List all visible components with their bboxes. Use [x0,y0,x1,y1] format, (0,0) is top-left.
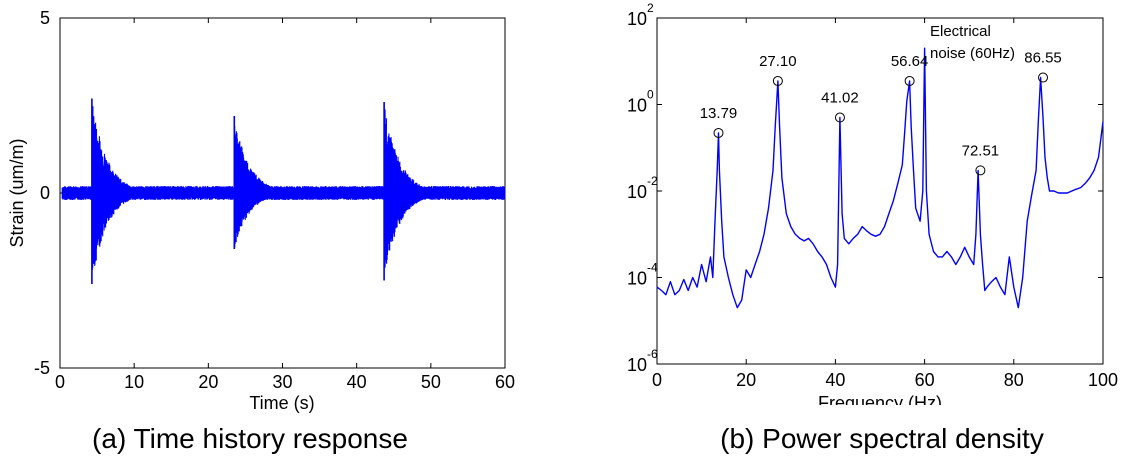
y-tick-label-a: 5 [40,8,50,28]
peak-label: 41.02 [821,90,859,107]
x-tick-label-a: 50 [421,372,441,392]
noise-annotation-line1: Electrical [930,23,991,40]
x-tick-label-a: 30 [272,372,292,392]
y-tick-exponent-b: -2 [647,174,658,188]
peak-marker [975,165,986,176]
y-tick-exponent-b: 2 [647,1,654,15]
peak-label: 27.10 [759,53,797,70]
psd-trace [656,47,1104,309]
y-tick-label-a: -5 [34,358,50,378]
x-tick-label-b: 60 [915,370,935,390]
x-tick-label-a: 20 [198,372,218,392]
x-tick-label-b: 20 [736,370,756,390]
x-tick-label-a: 40 [347,372,367,392]
x-tick-label-a: 60 [495,372,515,392]
plot-frame-b [656,17,1104,365]
x-tick-label-b: 80 [1004,370,1024,390]
y-tick-label-b: 10 [627,9,647,29]
y-tick-label-b: 10 [627,355,647,375]
caption-a: (a) Time history response [92,423,408,454]
peak-label: 72.51 [962,142,1000,159]
peak-marker [713,127,724,138]
axis-ticks-a: 0 10 20 30 40 50 60-505 [34,8,515,392]
x-tick-label-b: 0 [652,370,662,390]
peak-marker [1038,72,1049,83]
caption-b: (b) Power spectral density [720,423,1044,454]
psd-signal [656,47,1104,309]
x-tick-label-b: 100 [1088,370,1118,390]
y-tick-exponent-b: 0 [647,88,654,102]
strain-trace [61,102,506,271]
y-tick-label-b: 10 [627,96,647,116]
peak-marker [834,112,845,123]
strain-signal [61,98,506,284]
noise-annotation-line2: noise (60Hz) [930,45,1015,62]
y-tick-exponent-b: -6 [647,347,658,361]
x-tick-label-a: 0 [55,372,65,392]
peak-label: 13.79 [700,105,738,122]
y-tick-label-b: 10 [627,269,647,289]
x-axis-label-a: Time (s) [249,393,314,413]
peak-label: 86.55 [1024,50,1062,67]
x-tick-label-b: 40 [825,370,845,390]
peak-marker [772,75,783,86]
x-tick-label-a: 10 [124,372,144,392]
peak-label: 56.64 [891,53,929,70]
y-tick-label-b: 10 [627,182,647,202]
peak-marker [904,75,915,86]
time-history-panel: 0 10 20 30 40 50 60-505 Time (s) Strain (um/m)… [7,8,515,454]
x-label-clip [740,405,980,419]
y-tick-label-a: 0 [40,183,50,203]
y-axis-label-a: Strain (um/m) [7,138,27,247]
y-tick-exponent-b: -4 [647,261,658,275]
peak-markers: 13.79 27.10 41.02 56.64 72.51 86.55 [700,50,1062,176]
